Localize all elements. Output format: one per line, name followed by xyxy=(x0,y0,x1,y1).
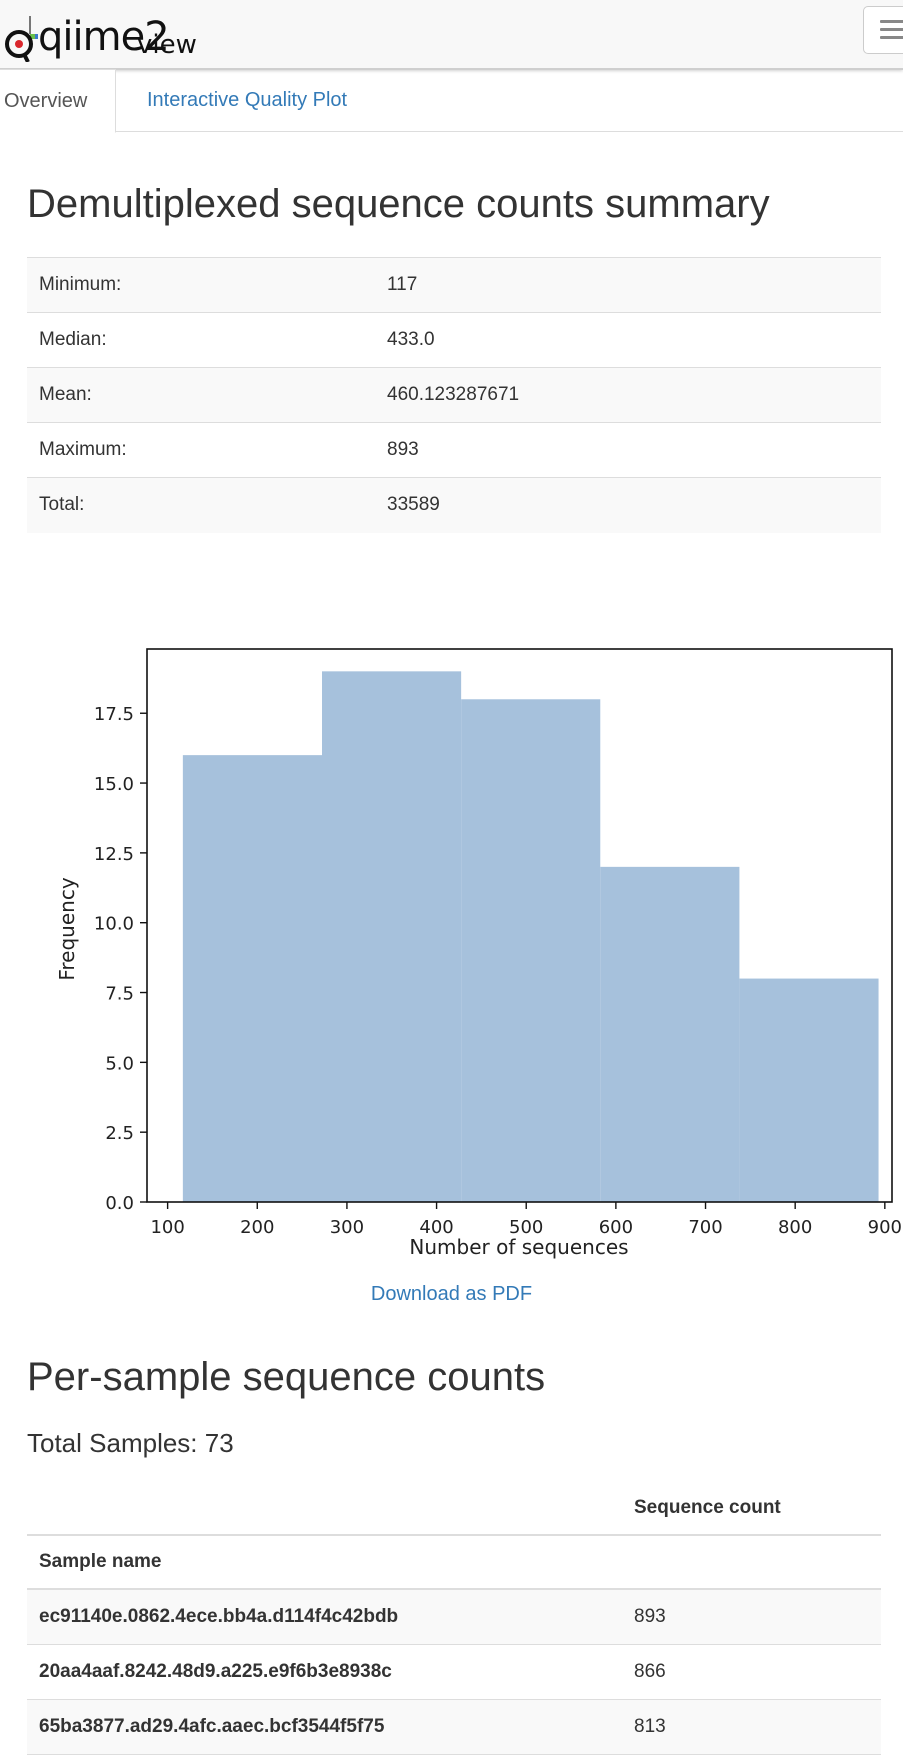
sequence-count-cell: 813 xyxy=(634,1699,881,1755)
histogram-bar xyxy=(182,755,322,1202)
summary-row: Mean: 460.123287671 xyxy=(27,367,881,423)
histogram-bar xyxy=(461,699,601,1202)
y-tick-label: 12.5 xyxy=(94,844,134,865)
summary-title: Demultiplexed sequence counts summary xyxy=(27,182,770,226)
tab-bar: Overview Interactive Quality Plot xyxy=(0,69,903,133)
table-header-row: Sample name xyxy=(27,1535,881,1590)
y-tick-label: 2.5 xyxy=(105,1123,134,1144)
sequence-count-histogram: 100 200 300 400 500 600 700 800 900 0.0 2.5 5.0 7.5… xyxy=(55,648,902,1259)
summary-row: Median: 433.0 xyxy=(27,312,881,368)
sequence-count-cell: 866 xyxy=(634,1644,881,1700)
x-tick-label: 200 xyxy=(240,1217,274,1238)
x-tick-label: 900 xyxy=(868,1217,902,1238)
download-pdf-link[interactable]: Download as PDF xyxy=(370,1283,533,1305)
sample-name-cell: ec91140e.0862.4ece.bb4a.d114f4c42bdb xyxy=(27,1589,634,1645)
summary-value: 460.123287671 xyxy=(387,367,881,423)
summary-label: Median: xyxy=(27,312,387,368)
y-tick-label: 7.5 xyxy=(105,984,134,1005)
column-header-sequence-count[interactable]: Sequence count xyxy=(634,1481,881,1536)
sample-name-cell: 65ba3877.ad29.4afc.aaec.bcf3544f5f75 xyxy=(27,1699,634,1755)
logo-main-text: qiime2 xyxy=(38,14,170,60)
summary-value: 117 xyxy=(387,257,881,313)
x-axis-label: Number of sequences xyxy=(409,1235,628,1259)
navbar: qiime2 view xyxy=(0,0,903,70)
hamburger-icon-bar xyxy=(880,28,903,31)
x-tick-label: 100 xyxy=(150,1217,184,1238)
y-tick-label: 0.0 xyxy=(105,1193,134,1214)
y-axis-label: Frequency xyxy=(55,877,79,980)
summary-label: Mean: xyxy=(27,367,387,423)
hamburger-icon-bar xyxy=(880,36,903,39)
summary-row: Maximum: 893 xyxy=(27,422,881,478)
hamburger-menu-button[interactable] xyxy=(863,6,903,54)
summary-label: Total: xyxy=(27,477,387,533)
header-blank xyxy=(27,1481,634,1536)
sequence-count-cell: 893 xyxy=(634,1589,881,1645)
y-tick-label: 15.0 xyxy=(94,774,134,795)
plot-frame xyxy=(146,648,893,1203)
y-tick-label: 5.0 xyxy=(105,1053,134,1074)
x-tick-label: 700 xyxy=(688,1217,722,1238)
summary-value: 33589 xyxy=(387,477,881,533)
tab-overview[interactable]: Overview xyxy=(0,69,116,133)
tab-interactive-quality-plot[interactable]: Interactive Quality Plot xyxy=(147,89,348,111)
table-row: 20aa4aaf.8242.48d9.a225.e9f6b3e8938c 866 xyxy=(27,1644,881,1700)
header-blank xyxy=(634,1535,881,1590)
qiime2-logo-icon xyxy=(5,16,38,62)
x-tick-label: 500 xyxy=(509,1217,543,1238)
column-header-sample-name[interactable]: Sample name xyxy=(27,1535,634,1590)
summary-row: Minimum: 117 xyxy=(27,257,881,313)
histogram-bar xyxy=(739,978,879,1202)
total-samples-text: Total Samples: 73 xyxy=(27,1428,234,1458)
summary-value: 433.0 xyxy=(387,312,881,368)
x-tick-label: 300 xyxy=(330,1217,364,1238)
x-tick-label: 600 xyxy=(599,1217,633,1238)
summary-table: Minimum: 117 Median: 433.0 Mean: 460.123… xyxy=(27,257,881,533)
summary-label: Minimum: xyxy=(27,257,387,313)
summary-label: Maximum: xyxy=(27,422,387,478)
y-tick-label: 17.5 xyxy=(94,704,134,725)
y-tick-label: 10.0 xyxy=(94,914,134,935)
logo-sub-text: view xyxy=(137,30,197,60)
per-sample-title: Per-sample sequence counts xyxy=(27,1355,546,1399)
table-header-row: Sequence count xyxy=(27,1481,881,1536)
table-row: ec91140e.0862.4ece.bb4a.d114f4c42bdb 893 xyxy=(27,1589,881,1645)
histogram-bar xyxy=(600,866,740,1202)
x-tick-label: 800 xyxy=(778,1217,812,1238)
summary-row: Total: 33589 xyxy=(27,477,881,533)
per-sample-table: Sequence count Sample name ec91140e.0862… xyxy=(27,1481,881,1755)
sample-name-cell: 20aa4aaf.8242.48d9.a225.e9f6b3e8938c xyxy=(27,1644,634,1700)
x-tick-label: 400 xyxy=(419,1217,453,1238)
hamburger-icon xyxy=(880,20,903,23)
histogram-bar xyxy=(321,671,462,1202)
table-row: 65ba3877.ad29.4afc.aaec.bcf3544f5f75 813 xyxy=(27,1699,881,1755)
summary-value: 893 xyxy=(387,422,881,478)
